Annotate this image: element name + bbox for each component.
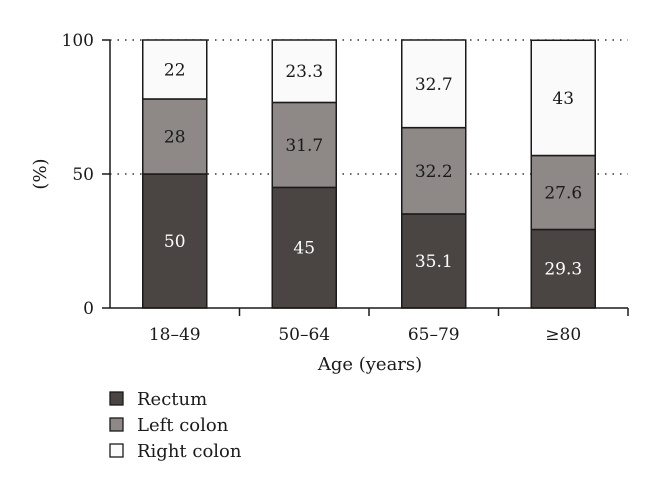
y-ticks: 0 50 100 xyxy=(62,31,110,319)
data-label-right-colon-1: 22 xyxy=(164,60,186,80)
data-label-left-colon-2: 31.7 xyxy=(285,136,323,156)
bar-segment-left-colon-4 xyxy=(530,154,596,231)
data-label-rectum-1: 50 xyxy=(164,232,186,252)
data-label-rectum-2: 45 xyxy=(293,239,315,259)
x-ticks: 18–49 50–64 65–79 ≥80 xyxy=(149,308,629,345)
bars: 50 28 22 45 31.7 23.3 35.1 32.2 32.7 29.3 27.6 43 xyxy=(142,39,596,309)
y-axis-title: (%) xyxy=(30,158,51,189)
bar-segment-rectum-2 xyxy=(271,186,337,309)
x-tick-label-4: ≥80 xyxy=(545,325,581,345)
bar-segment-right-colon-1 xyxy=(142,39,208,100)
data-label-left-colon-4: 27.6 xyxy=(544,183,582,203)
legend-label-left-colon: Left colon xyxy=(137,415,229,436)
x-tick-label-3: 65–79 xyxy=(408,325,460,345)
bar-segment-left-colon-3 xyxy=(401,126,467,215)
data-label-right-colon-2: 23.3 xyxy=(285,62,323,82)
data-label-right-colon-4: 43 xyxy=(552,89,574,109)
data-label-rectum-3: 35.1 xyxy=(415,252,453,272)
bar-segment-rectum-1 xyxy=(142,173,208,309)
bar-segment-right-colon-3 xyxy=(401,39,467,129)
legend-label-right-colon: Right colon xyxy=(137,441,242,462)
data-label-left-colon-1: 28 xyxy=(164,127,186,147)
legend: Rectum Left colon Right colon xyxy=(109,389,242,462)
data-label-left-colon-3: 32.2 xyxy=(415,162,453,182)
bar-segment-right-colon-4 xyxy=(530,39,596,157)
x-tick-label-2: 50–64 xyxy=(278,325,330,345)
x-tick-label-1: 18–49 xyxy=(149,325,201,345)
legend-swatch-left-colon xyxy=(109,417,124,432)
data-label-rectum-4: 29.3 xyxy=(544,260,582,280)
legend-label-rectum: Rectum xyxy=(137,389,207,410)
bar-segment-right-colon-2 xyxy=(271,39,337,104)
bar-segment-left-colon-2 xyxy=(271,101,337,189)
legend-swatch-rectum xyxy=(109,391,124,406)
x-axis-title: Age (years) xyxy=(317,354,422,375)
y-tick-label-0: 0 xyxy=(83,299,94,319)
y-tick-label-50: 50 xyxy=(72,165,94,185)
bar-segment-rectum-4 xyxy=(530,228,596,309)
bar-segment-left-colon-1 xyxy=(142,98,208,175)
data-label-right-colon-3: 32.7 xyxy=(415,75,453,95)
legend-swatch-right-colon xyxy=(109,443,124,458)
y-tick-label-100: 100 xyxy=(62,31,94,51)
